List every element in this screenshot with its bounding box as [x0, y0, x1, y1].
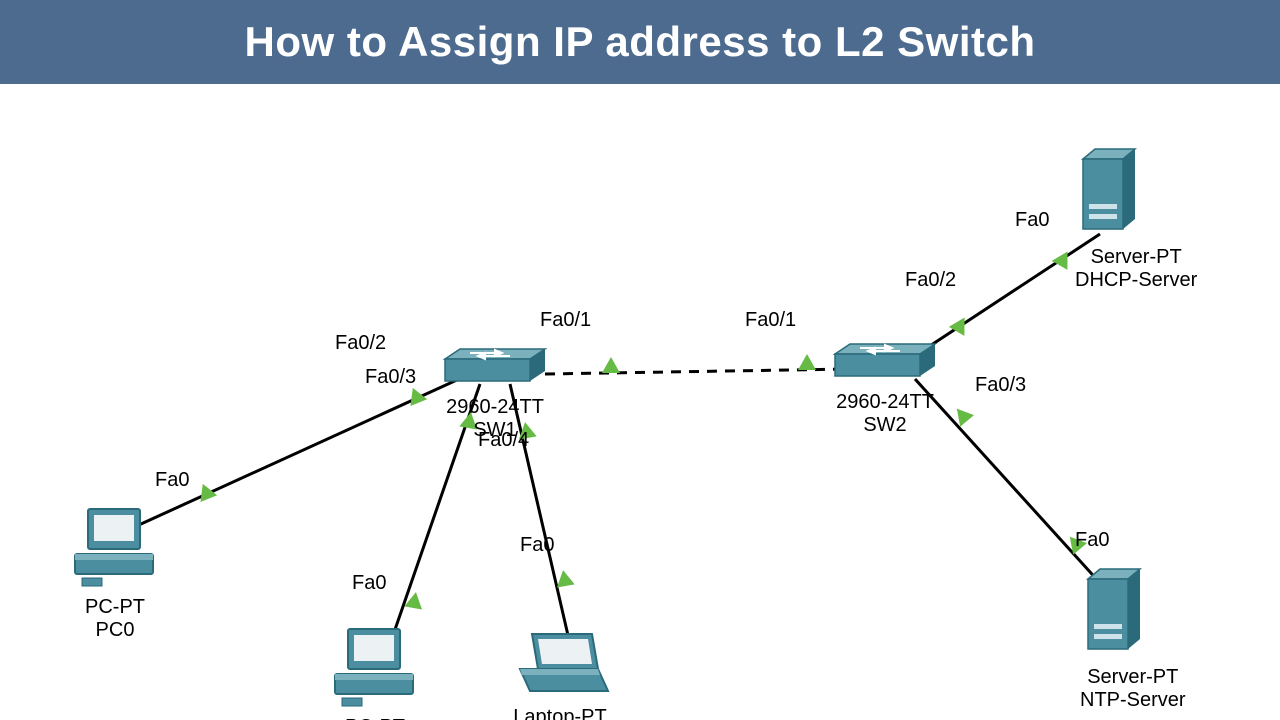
laptop-icon: [510, 629, 610, 699]
device-label: Server-PT: [1087, 666, 1178, 688]
page-title: How to Assign IP address to L2 Switch: [245, 18, 1036, 65]
device-label: Laptop-PT: [513, 706, 606, 720]
device-label: NTP-Server: [1080, 689, 1186, 711]
device-sw1[interactable]: 2960-24TT SW1: [440, 344, 550, 442]
port-label: Fa0: [1015, 209, 1049, 232]
device-label: DHCP-Server: [1075, 269, 1197, 291]
title-banner: How to Assign IP address to L2 Switch: [0, 0, 1280, 84]
link-up-icon: [602, 357, 620, 373]
port-label: Fa0/1: [540, 309, 591, 332]
device-label: Server-PT: [1091, 246, 1182, 268]
port-label: Fa0/3: [365, 366, 416, 389]
device-label: SW2: [863, 414, 906, 436]
device-pc1[interactable]: PC-PT: [330, 624, 420, 720]
switch-icon: [830, 339, 940, 384]
device-dhcp-server[interactable]: Server-PT DHCP-Server: [1075, 144, 1197, 292]
port-label: Fa0/1: [745, 309, 796, 332]
port-label: Fa0: [520, 534, 554, 557]
device-sw2[interactable]: 2960-24TT SW2: [830, 339, 940, 437]
port-label: Fa0: [352, 572, 386, 595]
pc-icon: [330, 624, 420, 709]
device-laptop[interactable]: Laptop-PT: [510, 629, 610, 720]
device-label: 2960-24TT: [836, 391, 934, 413]
device-pc0[interactable]: PC-PT PC0: [70, 504, 160, 642]
device-label: PC0: [96, 619, 135, 641]
port-label: Fa0/2: [905, 269, 956, 292]
link-up-icon: [554, 569, 575, 588]
server-icon: [1075, 144, 1145, 239]
link-sw2-ntp: [915, 379, 1110, 594]
link-up-icon: [798, 354, 816, 370]
device-label: PC-PT: [345, 716, 405, 720]
device-ntp-server[interactable]: Server-PT NTP-Server: [1080, 564, 1186, 712]
port-label: Fa0/2: [335, 332, 386, 355]
port-label: Fa0: [1075, 529, 1109, 552]
server-icon: [1080, 564, 1150, 659]
port-label: Fa0: [155, 469, 189, 492]
switch-icon: [440, 344, 550, 389]
device-label: SW1: [473, 419, 516, 441]
port-label: Fa0/3: [975, 374, 1026, 397]
network-diagram: Fa0 Fa0/2 Fa0/3 Fa0 Fa0/4 Fa0 Fa0/1 Fa0/…: [0, 84, 1280, 704]
link-up-icon: [404, 591, 425, 610]
device-label: PC-PT: [85, 596, 145, 618]
pc-icon: [70, 504, 160, 589]
device-label: 2960-24TT: [446, 396, 544, 418]
